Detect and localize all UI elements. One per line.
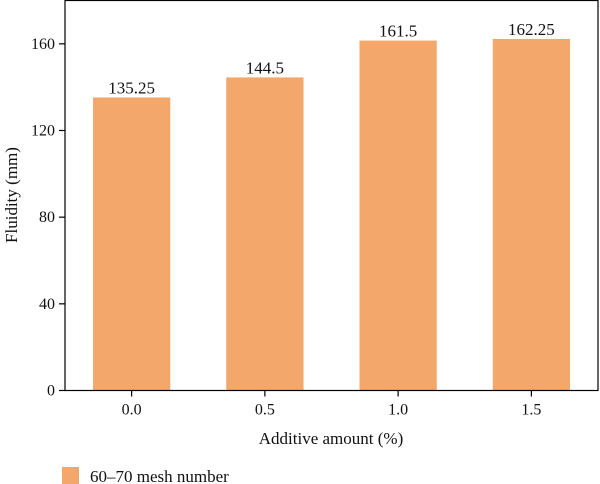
- y-tick-label-0: 0: [47, 383, 55, 400]
- legend: 60–70 mesh number: [62, 467, 229, 484]
- x-tick-label-1.0: 1.0: [388, 402, 408, 419]
- x-tick-label-1.5: 1.5: [521, 402, 541, 419]
- y-tick-label-80: 80: [39, 209, 55, 226]
- y-axis-ticks: 0 40 80 120 160: [31, 36, 65, 400]
- bar-0.5: [226, 77, 304, 391]
- data-label-0.0: 135.25: [108, 78, 155, 97]
- x-tick-label-0.0: 0.0: [122, 402, 142, 419]
- legend-swatch: [62, 467, 79, 484]
- data-label-0.5: 144.5: [246, 58, 284, 77]
- x-axis-ticks: 0.0 0.5 1.0 1.5: [122, 390, 541, 419]
- data-label-1.5: 162.25: [508, 20, 555, 39]
- y-tick-label-120: 120: [31, 123, 55, 140]
- y-axis-title: Fluidity (mm): [2, 147, 21, 243]
- x-axis-title: Additive amount (%): [259, 429, 403, 448]
- y-tick-label-160: 160: [31, 36, 55, 53]
- y-tick-label-40: 40: [39, 296, 55, 313]
- bar-0.0: [92, 97, 171, 391]
- data-label-1.0: 161.5: [379, 22, 417, 41]
- x-tick-label-0.5: 0.5: [255, 402, 275, 419]
- legend-label: 60–70 mesh number: [90, 467, 229, 484]
- data-labels-group: 135.25 144.5 161.5 162.25: [108, 20, 555, 98]
- plot-frame: [64, 0, 599, 392]
- bar-1.0: [359, 40, 437, 391]
- bar-1.5: [492, 38, 571, 391]
- bars-group: [92, 38, 571, 391]
